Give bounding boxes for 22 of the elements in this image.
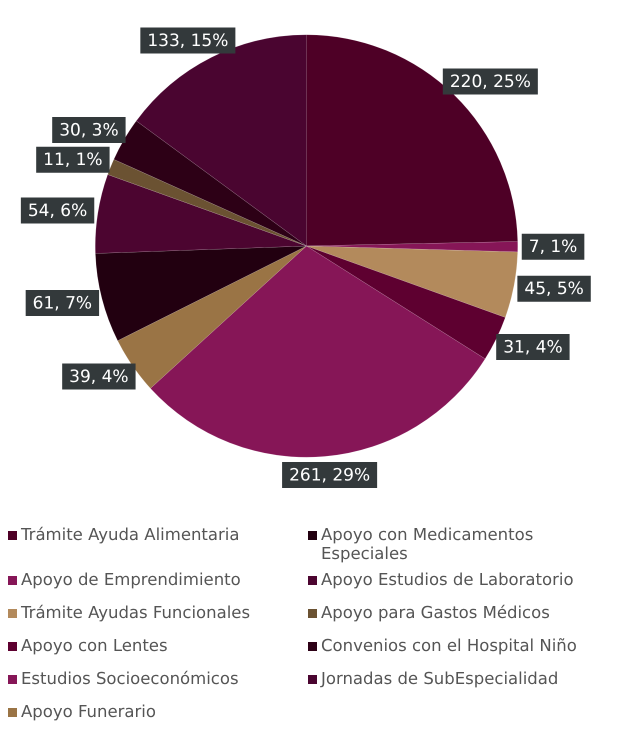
- legend-label: Estudios Socioeconómicos: [21, 669, 239, 688]
- data-label: 220, 25%: [450, 72, 531, 92]
- legend-label: Apoyo para Gastos Médicos: [321, 603, 550, 622]
- legend-label: Apoyo de Emprendimiento: [21, 570, 241, 589]
- data-label: 39, 4%: [69, 366, 129, 387]
- legend-label: Apoyo con Lentes: [21, 636, 168, 655]
- legend-label: Apoyo Estudios de Laboratorio: [321, 570, 574, 589]
- legend-label: Convenios con el Hospital Niño: [321, 636, 577, 655]
- legend-label: Apoyo Funerario: [21, 702, 156, 721]
- data-label: 31, 4%: [503, 337, 563, 358]
- legend-label: Apoyo con Medicamentos Especiales: [321, 525, 534, 563]
- data-label: 45, 5%: [524, 279, 584, 300]
- data-label: 11, 1%: [43, 150, 103, 170]
- data-label: 7, 1%: [528, 237, 578, 258]
- data-label: 30, 3%: [59, 120, 119, 140]
- data-label: 54, 6%: [28, 200, 88, 221]
- data-label: 133, 15%: [147, 30, 228, 51]
- legend-label: Trámite Ayuda Alimentaria: [21, 525, 240, 544]
- legend-label: Jornadas de SubEspecialidad: [321, 669, 558, 688]
- data-label: 261, 29%: [289, 465, 370, 486]
- legend-label: Trámite Ayudas Funcionales: [21, 603, 250, 622]
- data-label: 61, 7%: [32, 293, 92, 314]
